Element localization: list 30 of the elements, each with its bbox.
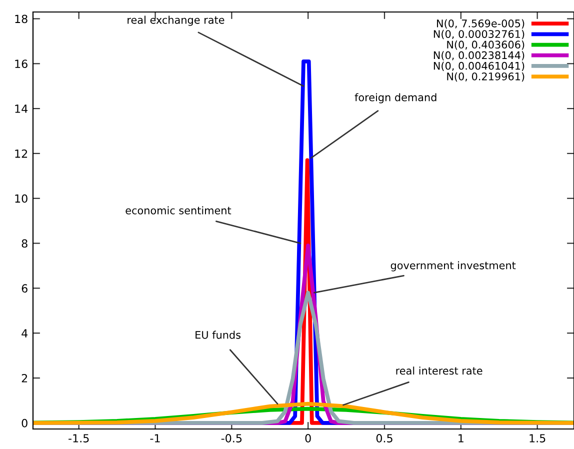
- line-series: [33, 402, 574, 425]
- annotation: real exchange rate: [128, 16, 224, 26]
- x-tick-label: -1.5: [68, 434, 89, 442]
- legend-label: N(0, 0.00461041): [434, 62, 524, 71]
- y-tick-label: 6: [22, 284, 28, 293]
- legend-label: N(0, 0.219961): [447, 72, 524, 82]
- y-tick-label: 2: [22, 374, 28, 382]
- annotation: economic sentiment: [126, 206, 232, 214]
- annotation: EU funds: [196, 330, 241, 339]
- y-tick-label: 4: [22, 329, 28, 338]
- x-tick-label: 0: [305, 434, 311, 442]
- y-tick-label: 0: [22, 418, 28, 428]
- legend-label: N(0, 7.569e-005): [437, 19, 524, 29]
- x-tick-label: 0.5: [376, 434, 392, 442]
- x-tick-label: 1.5: [530, 434, 546, 442]
- annotation: foreign demand: [354, 93, 436, 104]
- legend-label: N(0, 0.403606): [447, 40, 524, 50]
- x-tick-label: -0.5: [221, 434, 242, 442]
- x-tick-label: -1: [150, 434, 160, 442]
- y-tick-label: 18: [15, 14, 28, 24]
- x-tick-label: 1: [458, 434, 464, 442]
- annotation: real interest rate: [396, 366, 482, 375]
- y-tick-label: 12: [15, 149, 28, 158]
- y-tick-label: 14: [15, 104, 28, 113]
- y-tick-label: 10: [15, 194, 28, 203]
- legend-label: N(0, 0.00032761): [434, 30, 524, 40]
- y-tick-label: 8: [22, 239, 28, 248]
- y-tick-label: 16: [15, 60, 28, 68]
- legend-label: N(0, 0.00238144): [434, 51, 524, 60]
- annotation: government investment: [390, 261, 516, 272]
